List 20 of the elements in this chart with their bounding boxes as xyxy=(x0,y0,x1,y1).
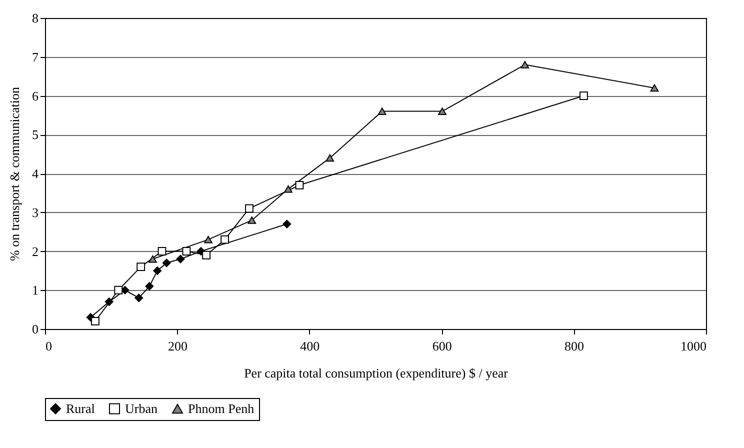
x-axis-title: Per capita total consumption (expenditure) $ / year xyxy=(244,366,509,380)
x-tick-label: 1000 xyxy=(680,338,706,354)
x-tick-label: 800 xyxy=(564,338,584,354)
x-tick-label: 600 xyxy=(432,338,452,354)
y-axis-title: % on transport & communication xyxy=(7,86,22,262)
x-tick-label: 200 xyxy=(168,338,188,354)
y-tick-label: 4 xyxy=(32,166,39,181)
legend-label: Urban xyxy=(125,400,158,416)
y-tick-label: 0 xyxy=(32,322,38,336)
y-tick-label: 8 xyxy=(32,10,38,26)
y-tick-label: 7 xyxy=(32,49,39,64)
x-tick-label: 0 xyxy=(46,338,52,354)
y-tick-label: 2 xyxy=(32,244,38,259)
legend-label: Rural xyxy=(66,400,96,416)
y-tick-label: 1 xyxy=(32,282,38,298)
y-tick-label: 3 xyxy=(32,204,38,220)
x-tick-label: 400 xyxy=(300,338,320,354)
y-tick-label: 5 xyxy=(32,127,38,142)
y-tick-label: 6 xyxy=(32,88,39,104)
legend-label: Phnom Penh xyxy=(188,400,255,416)
